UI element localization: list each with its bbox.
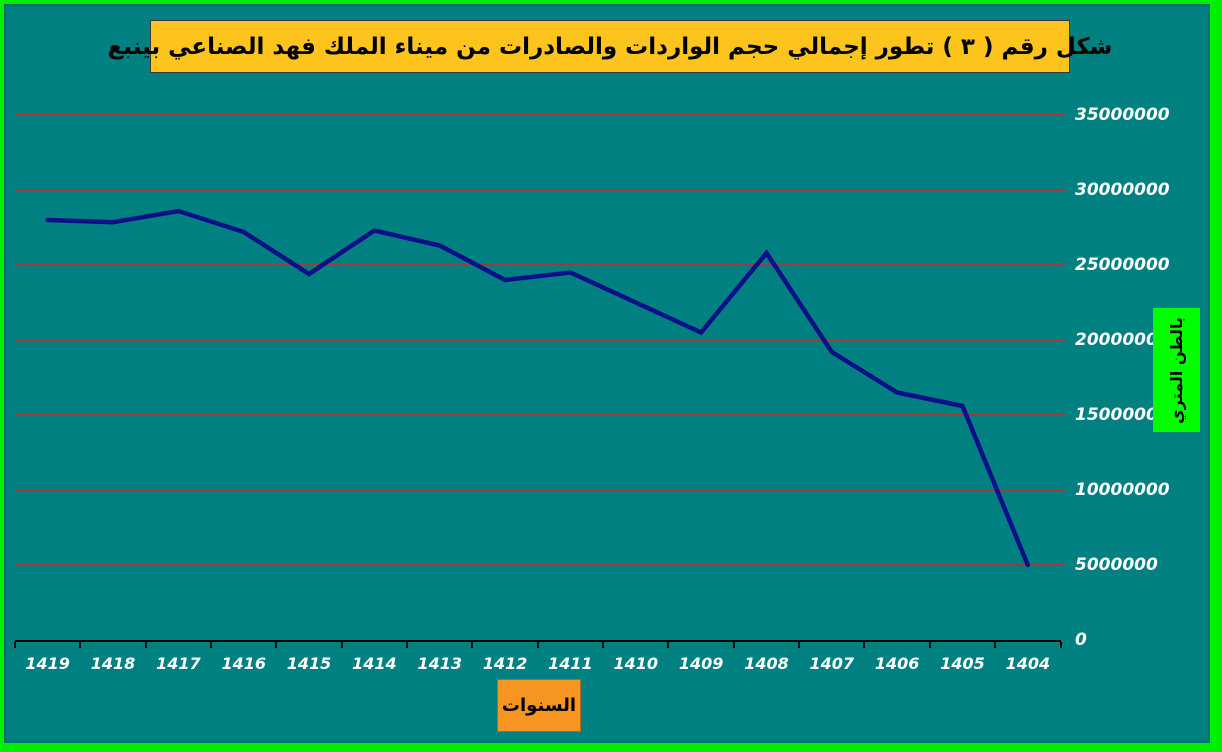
chart-background-panel — [4, 4, 1210, 743]
x-axis-tick — [1059, 642, 1062, 648]
x-axis-tick-label: 1407 — [809, 654, 855, 673]
x-axis-tick-label: 1413 — [417, 654, 462, 673]
x-axis-tick-label: 1414 — [352, 654, 397, 673]
x-axis-tick — [406, 642, 409, 648]
gridline — [15, 264, 1065, 266]
y-axis-tick-label: 25000000 — [1075, 255, 1170, 275]
x-axis-tick-label: 1417 — [156, 654, 201, 673]
x-axis-tick — [928, 642, 931, 648]
x-axis-tick-label: 1415 — [286, 654, 332, 673]
y-axis-tick-label: 5000000 — [1075, 555, 1158, 575]
x-axis-tick — [602, 642, 605, 648]
x-axis-tick-label: 1419 — [25, 654, 70, 673]
chart-title: شكل رقم ( ٣ ) تطور إجمالي حجم الواردات و… — [107, 33, 1113, 60]
x-axis-tick-label: 1409 — [678, 654, 724, 673]
gridline — [15, 339, 1065, 341]
y-axis-tick-label: 10000000 — [1075, 480, 1170, 500]
x-axis-tick-label: 1406 — [874, 654, 920, 673]
x-axis-line — [15, 640, 1061, 642]
y-axis-title-box: بالطن المتري — [1153, 308, 1200, 432]
x-axis-tick — [471, 642, 474, 648]
y-axis-tick-label: 0 — [1075, 630, 1087, 650]
x-axis-tick — [667, 642, 670, 648]
y-axis-tick-label: 15000000 — [1075, 405, 1170, 425]
x-axis-tick — [144, 642, 147, 648]
x-axis-tick — [536, 642, 539, 648]
x-axis-tick — [210, 642, 213, 648]
y-axis-title: بالطن المتري — [1167, 316, 1187, 424]
x-axis-tick — [275, 642, 278, 648]
x-axis-tick — [994, 642, 997, 648]
x-axis-tick-label: 1416 — [221, 654, 266, 673]
chart-title-bar: شكل رقم ( ٣ ) تطور إجمالي حجم الواردات و… — [108, 20, 1112, 73]
x-axis-tick-label: 1411 — [548, 654, 593, 673]
x-axis-tick-label: 1410 — [613, 654, 659, 673]
data-series-polyline — [45, 208, 1031, 568]
gridline — [15, 564, 1065, 566]
gridline — [15, 114, 1065, 116]
gridline — [15, 414, 1065, 416]
x-axis-title-box: السنوات — [497, 679, 581, 732]
y-axis-tick-label: 20000000 — [1075, 330, 1170, 350]
x-axis-tick-label: 1404 — [1005, 654, 1051, 673]
gridline — [15, 189, 1065, 191]
y-axis-tick-label: 35000000 — [1075, 105, 1170, 125]
x-axis-tick — [340, 642, 343, 648]
x-axis-tick-label: 1408 — [744, 654, 789, 673]
x-axis-tick-label: 1405 — [940, 654, 985, 673]
x-axis-title: السنوات — [501, 695, 577, 716]
gridline — [15, 489, 1065, 491]
x-axis-tick — [79, 642, 82, 648]
x-axis-tick — [798, 642, 801, 648]
x-axis-tick-label: 1412 — [482, 654, 528, 673]
x-axis-tick-label: 1418 — [90, 654, 136, 673]
x-axis-tick — [863, 642, 866, 648]
x-axis-tick — [14, 642, 16, 648]
x-axis-tick — [732, 642, 735, 648]
y-axis-tick-label: 30000000 — [1075, 180, 1170, 200]
